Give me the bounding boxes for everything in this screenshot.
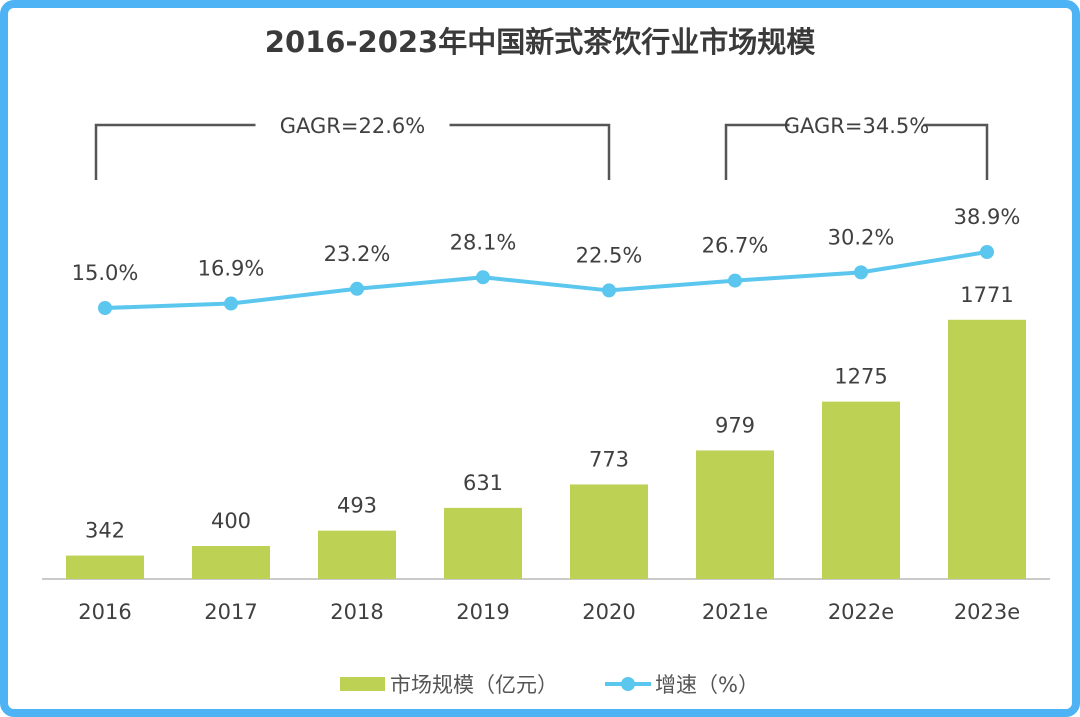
bar	[696, 450, 774, 579]
bar-value-label: 773	[589, 447, 629, 471]
x-tick-label: 2019	[456, 600, 509, 624]
bar	[570, 484, 648, 579]
growth-value-label: 30.2%	[828, 225, 895, 249]
x-tick-label: 2017	[204, 600, 257, 624]
bar	[192, 546, 270, 579]
x-tick-label: 2018	[330, 600, 383, 624]
bar	[822, 401, 900, 579]
bar	[948, 319, 1026, 579]
cagr-bracket	[923, 123, 989, 180]
x-tick-label: 2016	[78, 600, 131, 624]
x-tick-label: 2023e	[954, 600, 1020, 624]
growth-value-label: 38.9%	[954, 205, 1021, 229]
cagr-bracket	[94, 123, 256, 180]
growth-value-label: 23.2%	[324, 242, 391, 266]
growth-point	[854, 265, 868, 280]
bar-value-label: 1771	[960, 283, 1013, 307]
x-tick-label: 2020	[582, 600, 635, 624]
x-tick-label: 2022e	[828, 600, 894, 624]
bar	[66, 555, 144, 579]
growth-line	[104, 250, 988, 310]
growth-point	[980, 245, 994, 260]
growth-point	[98, 301, 112, 315]
growth-point	[602, 283, 616, 298]
legend-line-label: 增速（%）	[655, 673, 759, 697]
growth-value-label: 15.0%	[72, 261, 139, 285]
cagr-label: GAGR=22.6%	[280, 114, 425, 138]
legend-bar-label: 市场规模（亿元）	[390, 673, 558, 697]
growth-point	[350, 281, 364, 296]
legend-bar-swatch	[340, 677, 385, 691]
x-tick-label: 2021e	[702, 600, 768, 624]
growth-value-label: 16.9%	[198, 257, 265, 281]
cagr-label: GAGR=34.5%	[784, 114, 929, 138]
growth-value-label: 28.1%	[450, 230, 517, 254]
bar-value-label: 631	[463, 471, 503, 495]
growth-point	[728, 273, 742, 288]
legend-line-marker	[621, 677, 635, 691]
growth-value-label: 26.7%	[702, 234, 769, 258]
cagr-bracket	[449, 123, 611, 180]
bar	[318, 530, 396, 579]
growth-point	[476, 270, 490, 285]
growth-point	[224, 296, 238, 311]
growth-value-label: 22.5%	[576, 243, 643, 267]
cagr-bracket	[724, 123, 790, 180]
bar-value-label: 979	[715, 413, 755, 437]
bar-value-label: 400	[211, 509, 251, 533]
bar-value-label: 493	[337, 494, 377, 518]
bar-value-label: 1275	[834, 365, 887, 389]
bar	[444, 507, 522, 579]
legend: 市场规模（亿元） 增速（%）	[340, 673, 759, 697]
bar-value-label: 342	[85, 519, 125, 543]
chart-title: 2016-2023年中国新式茶饮行业市场规模	[265, 25, 816, 59]
